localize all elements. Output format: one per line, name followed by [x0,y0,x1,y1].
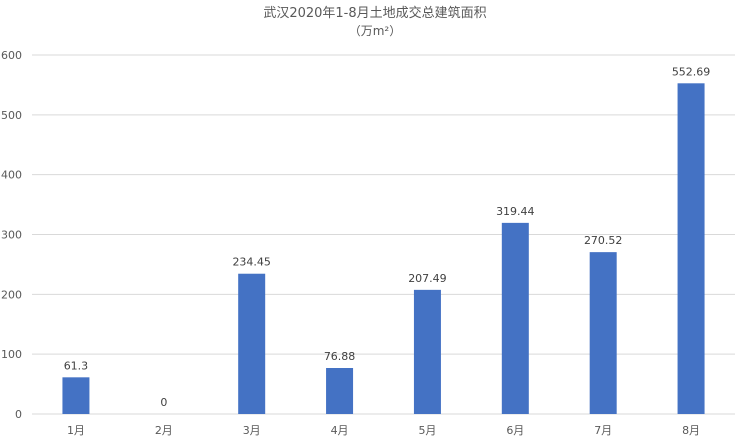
data-label: 552.69 [672,65,711,78]
data-label: 234.45 [232,256,271,269]
data-label: 61.3 [64,359,89,372]
bar [501,222,529,414]
chart-title: 武汉2020年1-8月土地成交总建筑面积 [263,6,487,21]
bar [62,377,90,414]
y-tick-label: 600 [1,49,22,62]
y-tick-label: 100 [1,348,22,361]
y-tick-label: 500 [1,109,22,122]
bar [677,83,705,414]
y-tick-label: 300 [1,229,22,242]
y-tick-label: 0 [15,408,22,421]
x-tick-label: 5月 [418,424,436,437]
x-tick-label: 3月 [243,424,261,437]
chart-subtitle: （万m²） [348,24,402,38]
bar [413,289,441,414]
x-tick-label: 6月 [506,424,524,437]
bar [238,273,266,414]
data-label: 76.88 [324,350,356,363]
y-tick-label: 400 [1,169,22,182]
data-label: 270.52 [584,234,623,247]
x-tick-label: 1月 [67,424,85,437]
x-tick-label: 8月 [682,424,700,437]
data-label: 319.44 [496,205,535,218]
bar [589,252,617,414]
y-tick-label: 200 [1,288,22,301]
data-label: 207.49 [408,272,447,285]
x-tick-label: 2月 [155,424,173,437]
bar [326,368,354,414]
x-tick-label: 7月 [594,424,612,437]
x-tick-label: 4月 [331,424,349,437]
data-label: 0 [160,396,167,409]
